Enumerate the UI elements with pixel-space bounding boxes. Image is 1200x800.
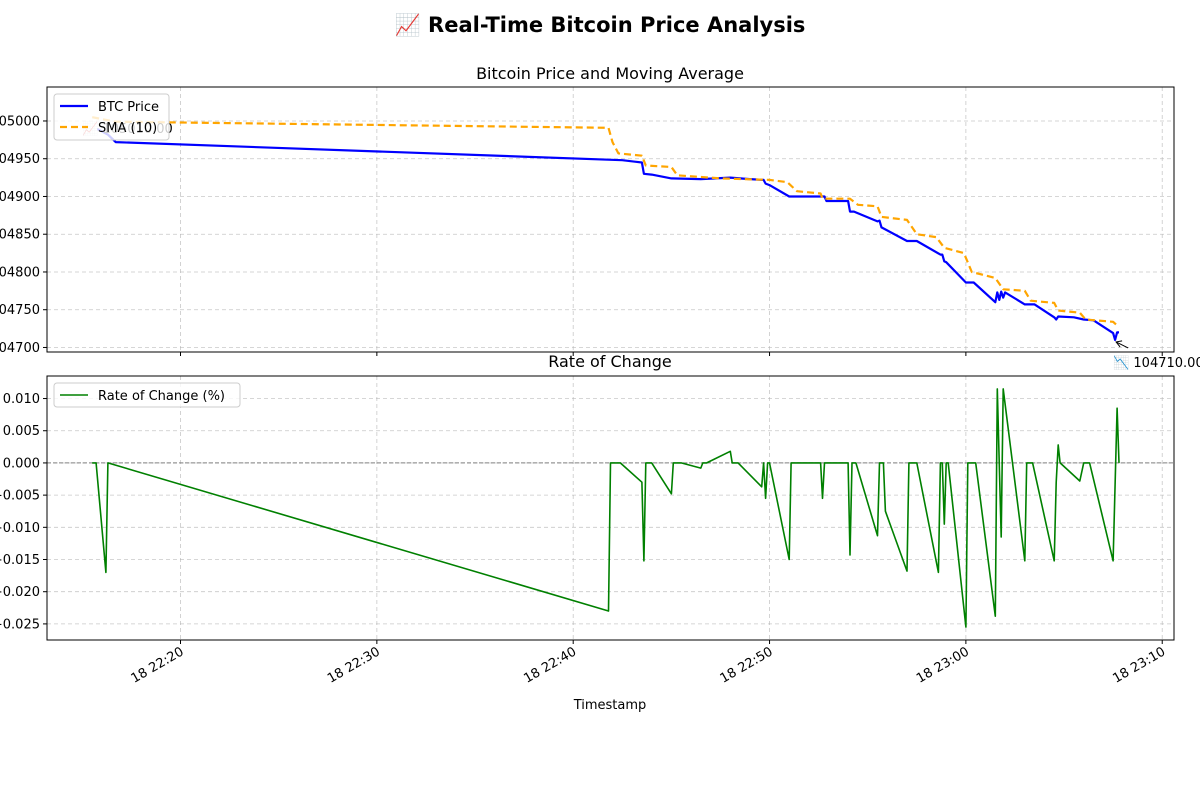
bot-y-tick-label: −0.015	[0, 553, 40, 568]
btc-price-line	[92, 127, 1119, 341]
top-y-tick-label: 104700	[0, 341, 40, 356]
roc-chart-frame	[46, 375, 1175, 641]
bot-y-tick-label: −0.020	[0, 585, 40, 600]
roc-chart-legend: Rate of Change (%)	[53, 382, 241, 408]
top-y-tick-label: 105000	[0, 114, 40, 129]
roc-chart-x-axis-label: Timestamp	[573, 698, 647, 713]
price-chart-series	[91, 116, 1120, 341]
price-chart-grid	[47, 87, 1174, 352]
bot-y-tick-label: 0.010	[3, 392, 40, 407]
min-price-annotation-arrowhead	[1115, 340, 1123, 348]
price-chart-legend: BTC Price SMA (10)	[53, 93, 170, 141]
price-chart-x-ticks	[180, 352, 1163, 356]
price-chart-frame	[46, 86, 1175, 353]
price-chart: Bitcoin Price and Moving Average 1047001…	[0, 64, 1200, 371]
roc-chart: Rate of Change −0.025−0.020−0.015−0.010−…	[0, 352, 1175, 713]
top-y-tick-label: 104850	[0, 228, 40, 243]
bot-y-tick-label: 0.005	[3, 424, 40, 439]
sma-line	[91, 116, 1120, 328]
roc-chart-y-ticks: −0.025 −0.020 −0.015 −0.010 −0.005 0.000 0.005…	[0, 392, 47, 632]
min-price-annotation-arrow	[1115, 341, 1129, 349]
price-legend-label-btc: BTC Price	[98, 100, 159, 115]
rate-of-change-line	[92, 388, 1120, 628]
roc-chart-title: Rate of Change	[548, 352, 672, 371]
top-y-tick-label: 104800	[0, 265, 40, 280]
top-y-tick-label: 104950	[0, 152, 40, 167]
min-price-annotation: 📉 104710.00	[1113, 355, 1200, 371]
top-y-tick-label: 104750	[0, 303, 40, 318]
bot-y-tick-label: 0.000	[3, 456, 40, 471]
price-legend-label-sma: SMA (10)	[98, 121, 157, 136]
roc-legend-box	[53, 382, 241, 408]
price-chart-title: Bitcoin Price and Moving Average	[476, 64, 744, 83]
bot-y-tick-label: −0.005	[0, 489, 40, 504]
bot-y-tick-label: −0.010	[0, 521, 40, 536]
roc-legend-label: Rate of Change (%)	[98, 389, 225, 404]
roc-chart-series	[92, 388, 1120, 628]
figure-title: 📈 Real-Time Bitcoin Price Analysis	[395, 12, 806, 37]
top-y-tick-label: 104900	[0, 190, 40, 205]
price-chart-y-ticks: 104700 104750 104800 104850 104900 104950 1050…	[0, 114, 47, 356]
bot-y-tick-label: −0.025	[0, 617, 40, 632]
